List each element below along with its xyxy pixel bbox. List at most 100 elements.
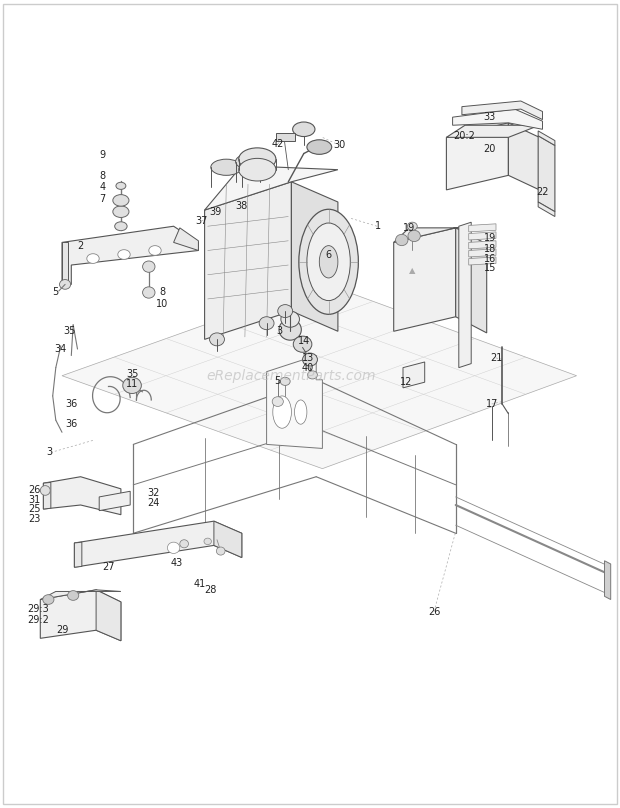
Ellipse shape bbox=[278, 305, 293, 318]
Polygon shape bbox=[40, 590, 121, 600]
Text: 19: 19 bbox=[403, 223, 415, 233]
Ellipse shape bbox=[319, 246, 338, 278]
Text: ▲: ▲ bbox=[409, 266, 415, 276]
Text: 5: 5 bbox=[53, 288, 59, 297]
Text: 39: 39 bbox=[210, 207, 222, 217]
Text: 22: 22 bbox=[536, 187, 549, 197]
Polygon shape bbox=[469, 249, 496, 257]
Ellipse shape bbox=[239, 148, 276, 170]
Ellipse shape bbox=[118, 250, 130, 259]
Polygon shape bbox=[267, 356, 322, 448]
Text: 43: 43 bbox=[170, 558, 183, 568]
Polygon shape bbox=[276, 133, 294, 141]
Text: 26: 26 bbox=[28, 486, 40, 495]
Ellipse shape bbox=[216, 547, 225, 555]
Polygon shape bbox=[291, 182, 338, 331]
Polygon shape bbox=[453, 109, 542, 129]
Ellipse shape bbox=[116, 183, 126, 189]
Ellipse shape bbox=[113, 195, 129, 206]
Ellipse shape bbox=[149, 246, 161, 255]
Ellipse shape bbox=[293, 336, 312, 352]
Text: 26: 26 bbox=[428, 607, 440, 617]
Polygon shape bbox=[214, 521, 242, 558]
Ellipse shape bbox=[273, 396, 291, 428]
Ellipse shape bbox=[280, 377, 290, 385]
Polygon shape bbox=[469, 232, 496, 240]
Ellipse shape bbox=[43, 595, 54, 604]
Ellipse shape bbox=[307, 140, 332, 154]
Polygon shape bbox=[96, 590, 121, 641]
Ellipse shape bbox=[272, 397, 283, 406]
Polygon shape bbox=[538, 136, 555, 212]
Polygon shape bbox=[62, 283, 577, 469]
Ellipse shape bbox=[180, 540, 188, 548]
Text: 36: 36 bbox=[65, 419, 78, 429]
Polygon shape bbox=[394, 228, 487, 242]
Ellipse shape bbox=[40, 486, 50, 495]
Text: 29:2: 29:2 bbox=[27, 615, 50, 625]
Polygon shape bbox=[99, 491, 130, 511]
Text: 13: 13 bbox=[302, 353, 314, 363]
Polygon shape bbox=[508, 123, 539, 190]
Text: 19: 19 bbox=[484, 234, 496, 243]
Text: 18: 18 bbox=[484, 244, 496, 254]
Polygon shape bbox=[205, 182, 291, 339]
Ellipse shape bbox=[167, 542, 180, 553]
Text: 7: 7 bbox=[99, 194, 105, 204]
Text: 3: 3 bbox=[46, 448, 53, 457]
Polygon shape bbox=[205, 166, 338, 210]
Polygon shape bbox=[403, 362, 425, 388]
Polygon shape bbox=[62, 226, 198, 284]
Ellipse shape bbox=[115, 222, 127, 231]
Text: 11: 11 bbox=[126, 379, 138, 389]
Text: 21: 21 bbox=[490, 353, 502, 363]
Polygon shape bbox=[43, 482, 51, 509]
Text: 33: 33 bbox=[484, 112, 496, 122]
Text: 9: 9 bbox=[99, 150, 105, 160]
Text: 23: 23 bbox=[28, 514, 40, 524]
Text: 3: 3 bbox=[276, 326, 282, 336]
Ellipse shape bbox=[236, 154, 260, 169]
Ellipse shape bbox=[259, 317, 274, 330]
Text: 40: 40 bbox=[302, 363, 314, 372]
Text: 30: 30 bbox=[334, 141, 346, 150]
Text: 25: 25 bbox=[28, 504, 40, 514]
Polygon shape bbox=[604, 561, 611, 600]
Text: 20: 20 bbox=[484, 145, 496, 154]
Polygon shape bbox=[469, 257, 496, 265]
Text: 31: 31 bbox=[28, 495, 40, 505]
Text: 8: 8 bbox=[159, 288, 166, 297]
Ellipse shape bbox=[279, 319, 301, 340]
Polygon shape bbox=[446, 125, 539, 137]
Polygon shape bbox=[43, 477, 121, 515]
Ellipse shape bbox=[407, 222, 417, 230]
Ellipse shape bbox=[281, 311, 299, 327]
Text: 12: 12 bbox=[400, 377, 412, 387]
Text: 32: 32 bbox=[148, 488, 160, 498]
Text: 10: 10 bbox=[156, 299, 169, 309]
Text: 34: 34 bbox=[55, 344, 67, 354]
Text: 8: 8 bbox=[99, 171, 105, 181]
Ellipse shape bbox=[299, 209, 358, 314]
Text: 42: 42 bbox=[272, 139, 284, 149]
Text: 38: 38 bbox=[236, 201, 248, 211]
Text: 41: 41 bbox=[193, 579, 206, 589]
Text: 29: 29 bbox=[56, 625, 68, 635]
Ellipse shape bbox=[408, 230, 420, 242]
Polygon shape bbox=[329, 228, 350, 267]
Ellipse shape bbox=[210, 333, 224, 346]
Ellipse shape bbox=[239, 158, 276, 181]
Text: 36: 36 bbox=[65, 399, 78, 409]
Text: 24: 24 bbox=[148, 498, 160, 507]
Ellipse shape bbox=[211, 159, 242, 175]
Ellipse shape bbox=[335, 246, 345, 255]
Text: 4: 4 bbox=[99, 183, 105, 192]
Ellipse shape bbox=[303, 353, 317, 366]
Ellipse shape bbox=[143, 261, 155, 272]
Text: 1: 1 bbox=[375, 221, 381, 231]
Text: 5: 5 bbox=[275, 377, 281, 386]
Polygon shape bbox=[538, 131, 555, 145]
Text: 17: 17 bbox=[485, 399, 498, 409]
Polygon shape bbox=[74, 521, 242, 567]
Polygon shape bbox=[456, 228, 487, 333]
